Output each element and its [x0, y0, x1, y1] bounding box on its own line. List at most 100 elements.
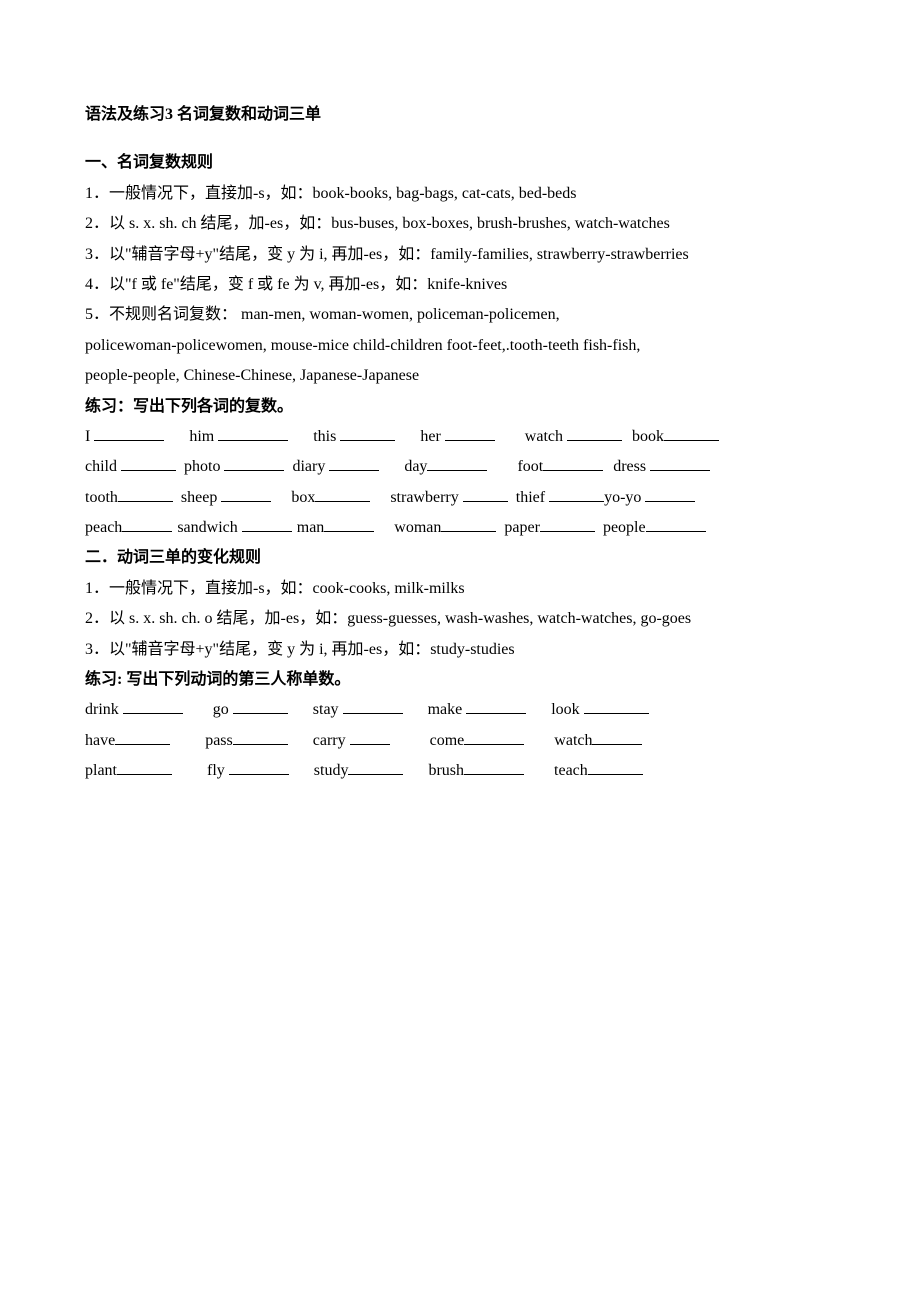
blank[interactable] [221, 485, 271, 502]
word: dress [613, 458, 646, 475]
word: I [85, 428, 90, 445]
word: drink [85, 701, 119, 718]
word: strawberry [390, 489, 458, 506]
rule2-1: 1．一般情况下，直接加-s，如：cook-cooks, milk-milks [85, 574, 840, 604]
word: pass [205, 732, 233, 749]
blank[interactable] [584, 697, 649, 714]
blank[interactable] [543, 454, 603, 471]
word: stay [313, 701, 339, 718]
word: foot [517, 458, 543, 475]
word: sheep [181, 489, 217, 506]
word: woman [394, 519, 441, 536]
blank[interactable] [567, 424, 622, 441]
rule-1: 1．一般情况下，直接加-s，如：book-books, bag-bags, ca… [85, 179, 840, 209]
blank[interactable] [229, 758, 289, 775]
blank[interactable] [233, 728, 288, 745]
blank[interactable] [350, 728, 390, 745]
word: people [603, 519, 646, 536]
exercise1-row1: I him this her watch book [85, 422, 840, 452]
blank[interactable] [463, 485, 508, 502]
blank[interactable] [540, 515, 595, 532]
word: paper [504, 519, 540, 536]
blank[interactable] [329, 454, 379, 471]
rule-5a: 5．不规则名词复数： man-men, woman-women, policem… [85, 300, 840, 330]
exercise1-heading: 练习：写出下列各词的复数。 [85, 392, 840, 422]
blank[interactable] [218, 424, 288, 441]
rule-2: 2．以 s. x. sh. ch 结尾，加-es，如：bus-buses, bo… [85, 209, 840, 239]
blank[interactable] [445, 424, 495, 441]
blank[interactable] [118, 485, 173, 502]
exercise2-heading: 练习: 写出下列动词的第三人称单数。 [85, 665, 840, 695]
blank[interactable] [650, 454, 710, 471]
blank[interactable] [123, 697, 183, 714]
blank[interactable] [343, 697, 403, 714]
blank[interactable] [464, 728, 524, 745]
word: study [314, 762, 349, 779]
rule-4: 4．以"f 或 fe"结尾，变 f 或 fe 为 v, 再加-es，如：knif… [85, 270, 840, 300]
blank[interactable] [645, 485, 695, 502]
blank[interactable] [466, 697, 526, 714]
blank[interactable] [224, 454, 284, 471]
blank[interactable] [94, 424, 164, 441]
word: her [420, 428, 440, 445]
blank[interactable] [315, 485, 370, 502]
section2-heading: 二．动词三单的变化规则 [85, 543, 840, 573]
exercise1-row2: child photo diary day foot dress [85, 452, 840, 482]
word: book [632, 428, 664, 445]
word: this [313, 428, 336, 445]
word: peach [85, 519, 122, 536]
blank[interactable] [122, 515, 172, 532]
word: yo-yo [604, 489, 641, 506]
word: child [85, 458, 117, 475]
word: plant [85, 762, 117, 779]
word: watch [525, 428, 563, 445]
word: day [404, 458, 427, 475]
word: box [291, 489, 315, 506]
blank[interactable] [117, 758, 172, 775]
word: make [428, 701, 463, 718]
doc-title: 语法及练习3 名词复数和动词三单 [85, 100, 840, 130]
blank[interactable] [121, 454, 176, 471]
blank[interactable] [115, 728, 170, 745]
word: sandwich [177, 519, 237, 536]
blank[interactable] [592, 728, 642, 745]
word: look [551, 701, 579, 718]
blank[interactable] [324, 515, 374, 532]
word: go [213, 701, 229, 718]
blank[interactable] [646, 515, 706, 532]
blank[interactable] [233, 697, 288, 714]
word: photo [184, 458, 220, 475]
blank[interactable] [464, 758, 524, 775]
word: diary [292, 458, 325, 475]
blank[interactable] [441, 515, 496, 532]
exercise2-row1: drink go stay make look [85, 695, 840, 725]
section1-heading: 一、名词复数规则 [85, 148, 840, 178]
word: thief [516, 489, 545, 506]
blank[interactable] [588, 758, 643, 775]
word: him [189, 428, 214, 445]
word: watch [554, 732, 592, 749]
blank[interactable] [242, 515, 292, 532]
blank[interactable] [664, 424, 719, 441]
word: come [430, 732, 465, 749]
exercise2-row2: have pass carry come watch [85, 726, 840, 756]
word: carry [313, 732, 346, 749]
blank[interactable] [549, 485, 604, 502]
rule2-2: 2．以 s. x. sh. ch. o 结尾，加-es，如：guess-gues… [85, 604, 840, 634]
rule2-3: 3．以"辅音字母+y"结尾，变 y 为 i, 再加-es，如：study-stu… [85, 635, 840, 665]
rule-5b: policewoman-policewomen, mouse-mice chil… [85, 331, 840, 361]
exercise2-row3: plant fly study brush teach [85, 756, 840, 786]
word: have [85, 732, 115, 749]
word: man [297, 519, 325, 536]
blank[interactable] [427, 454, 487, 471]
rule-3: 3．以"辅音字母+y"结尾，变 y 为 i, 再加-es，如：family-fa… [85, 240, 840, 270]
blank[interactable] [348, 758, 403, 775]
word: fly [207, 762, 225, 779]
word: tooth [85, 489, 118, 506]
exercise1-row3: tooth sheep box strawberry thief yo-yo [85, 483, 840, 513]
word: brush [428, 762, 464, 779]
rule-5c: people-people, Chinese-Chinese, Japanese… [85, 361, 840, 391]
blank[interactable] [340, 424, 395, 441]
exercise1-row4: peach sandwich man woman paper people [85, 513, 840, 543]
word: teach [554, 762, 588, 779]
